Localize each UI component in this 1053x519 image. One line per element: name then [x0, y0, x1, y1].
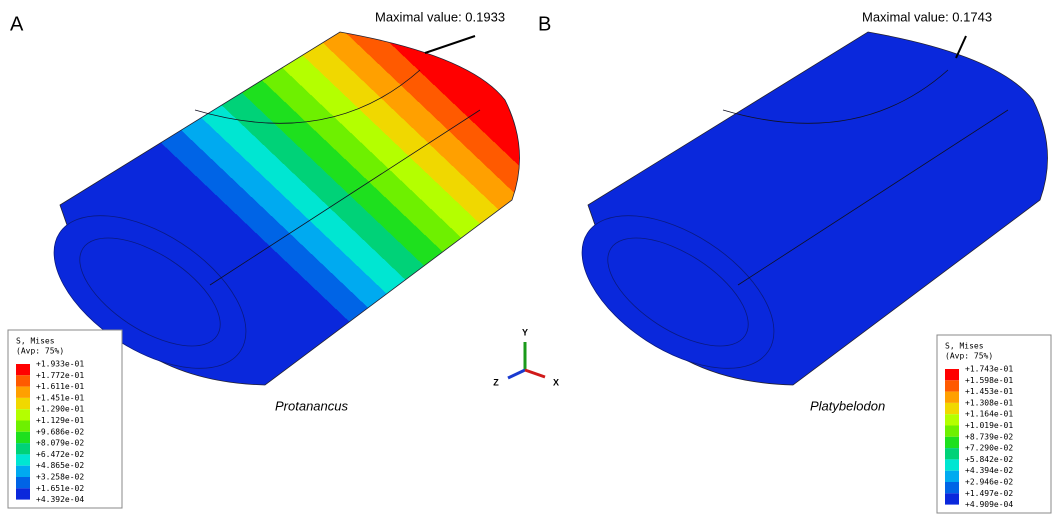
panel-label: B [538, 13, 551, 35]
legend-value: +1.497e-02 [965, 489, 1013, 498]
legend-swatch [16, 398, 30, 409]
panel-label: A [10, 13, 24, 35]
figure: Y Z X A Maximal value: 0.1933 Protanancus S… [0, 0, 1053, 514]
legend-swatch [16, 477, 30, 488]
legend-value: +1.308e-01 [965, 398, 1013, 407]
legend-value: +1.019e-01 [965, 421, 1013, 430]
legend-swatch [16, 364, 30, 375]
legend-swatch [16, 443, 30, 454]
legend-value: +4.394e-02 [965, 466, 1013, 475]
legend-subtitle: (Avp: 75%) [16, 347, 64, 356]
legend-swatch [945, 459, 959, 470]
legend-value: +4.909e-04 [965, 500, 1013, 509]
legend-swatch [16, 375, 30, 386]
legend-value: +1.743e-01 [965, 365, 1013, 374]
legend-value: +1.451e-01 [36, 393, 84, 402]
legend-swatch [16, 454, 30, 465]
legend: S, Mises(Avp: 75%) +1.743e-01 +1.598e-01 +1… [937, 335, 1051, 513]
legend-swatch [945, 392, 959, 403]
species-label: Platybelodon [810, 398, 885, 413]
legend-value: +1.164e-01 [965, 410, 1013, 419]
legend-value: +1.453e-01 [965, 387, 1013, 396]
annotation-arrow [425, 36, 475, 53]
legend: S, Mises(Avp: 75%) +1.933e-01 +1.772e-01 +1… [8, 330, 122, 508]
legend-swatch [945, 380, 959, 391]
triad-x-arrow [525, 370, 545, 377]
legend-swatch [945, 482, 959, 493]
legend-value: +1.651e-02 [36, 484, 84, 493]
legend-swatch [945, 448, 959, 459]
legend-swatch [16, 421, 30, 432]
legend-swatch [16, 488, 30, 499]
legend-title: S, Mises [16, 337, 55, 346]
legend-value: +2.946e-02 [965, 478, 1013, 487]
legend-swatch [945, 493, 959, 504]
legend-value: +7.290e-02 [965, 444, 1013, 453]
legend-swatch [16, 432, 30, 443]
legend-swatch [945, 369, 959, 380]
legend-value: +1.611e-01 [36, 382, 84, 391]
legend-value: +6.472e-02 [36, 450, 84, 459]
triad-z-arrow [508, 370, 525, 378]
legend-value: +3.258e-02 [36, 473, 84, 482]
legend-swatch [945, 403, 959, 414]
legend-value: +4.865e-02 [36, 461, 84, 470]
triad-label: Z [493, 377, 499, 387]
legend-value: +8.739e-02 [965, 432, 1013, 441]
legend-swatch [16, 387, 30, 398]
legend-title: S, Mises [945, 342, 984, 351]
legend-value: +5.842e-02 [965, 455, 1013, 464]
legend-value: +1.772e-01 [36, 371, 84, 380]
legend-value: +9.686e-02 [36, 427, 84, 436]
legend-swatch [16, 466, 30, 477]
legend-value: +1.129e-01 [36, 416, 84, 425]
triad-label: X [553, 377, 559, 387]
legend-value: +8.079e-02 [36, 439, 84, 448]
legend-swatch [945, 471, 959, 482]
legend-swatch [945, 437, 959, 448]
annotation: Maximal value: 0.1743 [862, 9, 992, 24]
legend-value: +4.392e-04 [36, 495, 84, 504]
triad-label: Y [522, 327, 528, 337]
legend-value: +1.598e-01 [965, 376, 1013, 385]
species-label: Protanancus [275, 398, 348, 413]
legend-subtitle: (Avp: 75%) [945, 352, 993, 361]
legend-value: +1.290e-01 [36, 405, 84, 414]
legend-swatch [16, 409, 30, 420]
legend-value: +1.933e-01 [36, 360, 84, 369]
legend-swatch [945, 414, 959, 425]
annotation: Maximal value: 0.1933 [375, 9, 505, 24]
axis-triad: Y Z X [493, 327, 559, 387]
annotation-arrow [956, 36, 966, 58]
legend-swatch [945, 426, 959, 437]
